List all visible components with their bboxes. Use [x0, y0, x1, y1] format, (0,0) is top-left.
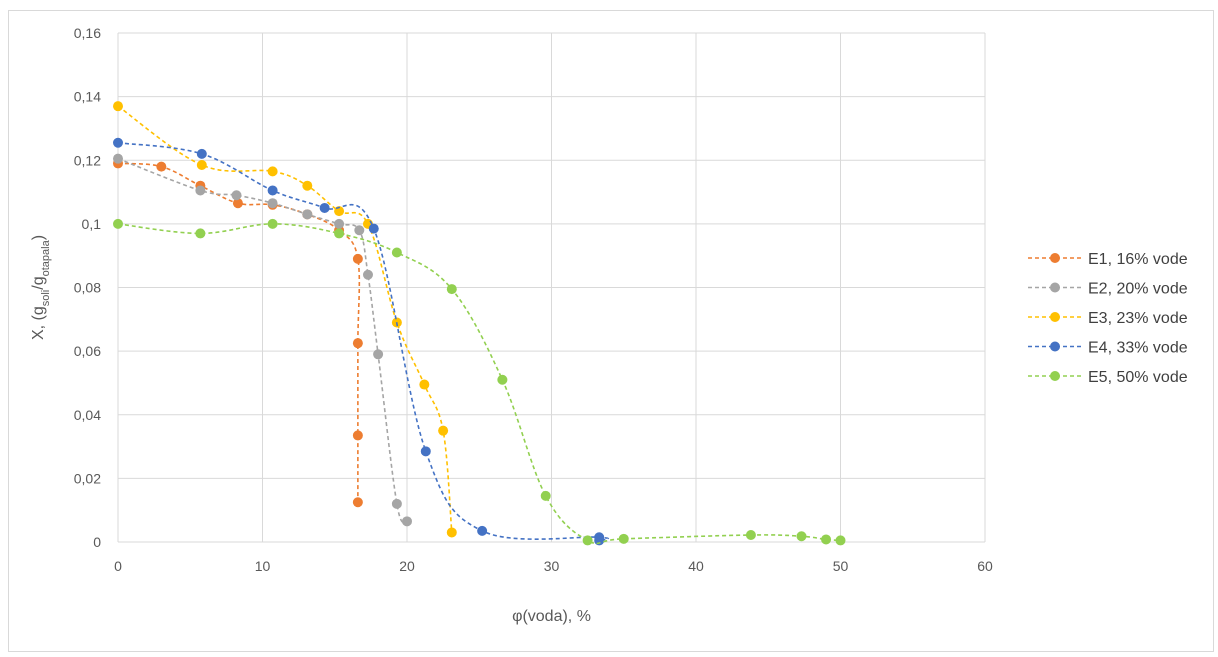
data-point: [582, 535, 593, 546]
data-point: [302, 209, 313, 220]
data-point: [419, 379, 430, 390]
data-point: [196, 160, 207, 171]
y-tick-label: 0,06: [74, 343, 101, 359]
data-point: [196, 148, 207, 159]
chart-frame: [8, 10, 1214, 652]
legend-marker: [1050, 312, 1060, 322]
data-point: [373, 349, 384, 360]
data-point: [391, 247, 402, 258]
y-axis-title: X, (gsoli/gotapala): [30, 235, 52, 340]
x-axis-title: φ(voda), %: [512, 608, 591, 625]
data-point: [267, 166, 278, 177]
legend-item: E2, 20% vode: [1028, 281, 1188, 298]
y-tick-label: 0,14: [74, 89, 101, 105]
data-point: [352, 497, 363, 508]
y-tick-label: 0,08: [74, 280, 101, 296]
y-axis-title-sub2: otapala: [40, 239, 52, 276]
data-point: [352, 253, 363, 264]
data-point: [352, 430, 363, 441]
y-tick-label: 0,12: [74, 152, 101, 168]
data-point: [362, 269, 373, 280]
data-point: [113, 153, 123, 164]
x-tick-label: 40: [688, 558, 704, 574]
data-point: [231, 190, 242, 201]
legend-marker: [1050, 253, 1060, 263]
legend-item: E1, 16% vode: [1028, 251, 1188, 268]
data-point: [368, 223, 379, 234]
x-tick-labels: 0 10 20 30 40 50 60: [114, 558, 993, 574]
data-point: [319, 202, 330, 213]
data-point: [354, 225, 365, 236]
series-line: [117, 162, 361, 503]
data-point: [352, 338, 363, 349]
data-point: [796, 531, 807, 542]
data-point: [391, 498, 402, 509]
legend-label: E2, 20% vode: [1088, 281, 1188, 298]
data-point: [821, 534, 832, 545]
data-point: [232, 198, 243, 209]
x-tick-label: 50: [833, 558, 849, 574]
data-point: [540, 490, 551, 501]
data-point: [113, 101, 123, 112]
y-axis-title-mid: /g: [30, 276, 47, 289]
y-tick-label: 0,16: [74, 25, 101, 41]
series-4: [113, 137, 609, 546]
series-5: [113, 218, 846, 546]
legend-item: E4, 33% vode: [1028, 340, 1188, 357]
data-point: [195, 185, 206, 196]
legend-marker: [1050, 371, 1060, 381]
series-line: [117, 141, 609, 542]
y-axis-title-suffix: ): [30, 235, 47, 240]
y-tick-label: 0: [93, 534, 101, 550]
legend-item: E5, 50% vode: [1028, 369, 1188, 386]
x-tick-label: 30: [544, 558, 560, 574]
legend-marker: [1050, 341, 1060, 352]
data-point: [267, 218, 278, 229]
data-point: [302, 180, 313, 191]
data-point: [420, 446, 431, 457]
legend-item: E3, 23% vode: [1028, 310, 1188, 327]
legend-label: E5, 50% vode: [1088, 369, 1188, 386]
data-point: [195, 228, 206, 239]
series-2: [113, 153, 412, 527]
y-axis-title-sub1: soli: [40, 290, 52, 307]
x-tick-label: 10: [255, 558, 271, 574]
data-point: [334, 228, 345, 239]
x-tick-label: 60: [977, 558, 993, 574]
series-group: [113, 101, 846, 546]
data-point: [113, 137, 123, 148]
data-point: [113, 218, 123, 229]
data-point: [267, 185, 278, 196]
data-point: [267, 198, 278, 209]
data-point: [334, 218, 345, 229]
y-tick-label: 0,04: [74, 407, 101, 423]
data-point: [618, 533, 629, 544]
data-point: [497, 374, 508, 385]
data-point: [594, 535, 605, 546]
y-tick-labels: 0 0,02 0,04 0,06 0,08 0,1 0,12 0,14 0,16: [74, 25, 101, 550]
legend-label: E1, 16% vode: [1088, 251, 1188, 268]
legend-label: E3, 23% vode: [1088, 310, 1188, 327]
legend: E1, 16% vode E2, 20% vode E3, 23% vode E4, …: [1028, 251, 1188, 386]
data-point: [745, 530, 756, 541]
legend-label: E4, 33% vode: [1088, 340, 1188, 357]
data-point: [156, 161, 167, 172]
y-tick-label: 0,02: [74, 470, 101, 486]
data-point: [438, 425, 449, 436]
data-point: [402, 516, 412, 527]
x-tick-label: 0: [114, 558, 122, 574]
y-tick-label: 0,1: [82, 216, 102, 232]
series-line: [117, 105, 453, 533]
grid-lines: [117, 32, 986, 543]
data-point: [477, 525, 488, 536]
y-axis-title-prefix: X, (g: [30, 306, 47, 340]
data-point: [446, 284, 457, 295]
series-line: [117, 223, 841, 545]
data-point: [446, 527, 457, 538]
data-point: [835, 535, 846, 546]
x-tick-label: 20: [399, 558, 415, 574]
legend-marker: [1050, 282, 1060, 293]
